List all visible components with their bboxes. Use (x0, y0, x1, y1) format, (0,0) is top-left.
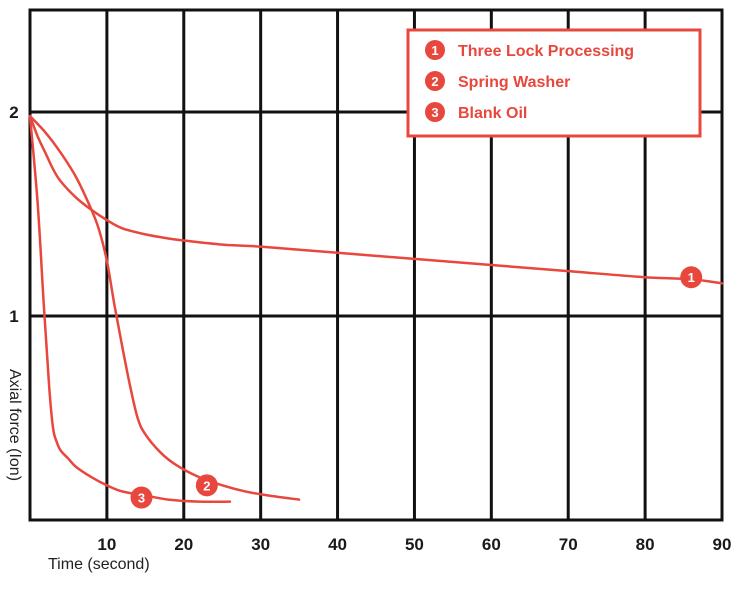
legend-label: Blank Oil (458, 105, 527, 122)
series-line-3 (28, 114, 232, 504)
series-badge-2: 2 (195, 474, 218, 497)
legend-badge (425, 40, 445, 60)
svg-text:3: 3 (138, 491, 145, 506)
svg-text:2: 2 (431, 74, 438, 89)
x-tick-label: 30 (251, 535, 270, 554)
x-tick-label: 60 (482, 535, 501, 554)
series-badge-3: 3 (130, 486, 153, 509)
series-badges: 1 2 3 (130, 266, 703, 509)
y-tick-label: 2 (9, 103, 18, 122)
x-tick-label: 40 (328, 535, 347, 554)
y-axis-label: Axial force (Ion) (6, 369, 23, 481)
legend-box (406, 28, 702, 138)
legend-item-3: 3 Blank Oil (425, 102, 527, 122)
svg-text:3: 3 (431, 105, 438, 120)
svg-text:1: 1 (431, 43, 438, 58)
x-tick-label: 90 (713, 535, 732, 554)
series-line-2 (28, 114, 301, 501)
legend-badge (425, 102, 445, 122)
legend-item-1: 1 Three Lock Processing (425, 40, 634, 60)
legend-label: Three Lock Processing (458, 43, 634, 60)
svg-text:1: 1 (688, 270, 695, 285)
legend: 1 Three Lock Processing 2 Spring Washer 3 Bla… (406, 28, 702, 138)
x-tick-label: 70 (559, 535, 578, 554)
x-axis-label: Time (second) (48, 556, 150, 573)
series-lines (28, 114, 724, 504)
x-tick-label: 20 (174, 535, 193, 554)
x-tick-label: 10 (97, 535, 116, 554)
x-tick-labels: 10 20 30 40 50 60 70 80 90 (97, 535, 731, 554)
legend-label: Spring Washer (458, 74, 570, 91)
legend-item-2: 2 Spring Washer (425, 71, 570, 91)
plot-frame (28, 8, 724, 522)
y-tick-labels: 12 (9, 103, 18, 326)
x-tick-label: 50 (405, 535, 424, 554)
legend-badge (425, 71, 445, 91)
y-tick-label: 1 (9, 307, 18, 326)
series-badge-1: 1 (680, 266, 703, 289)
series-line-1 (28, 114, 724, 285)
svg-text:2: 2 (203, 478, 210, 493)
x-tick-label: 80 (636, 535, 655, 554)
